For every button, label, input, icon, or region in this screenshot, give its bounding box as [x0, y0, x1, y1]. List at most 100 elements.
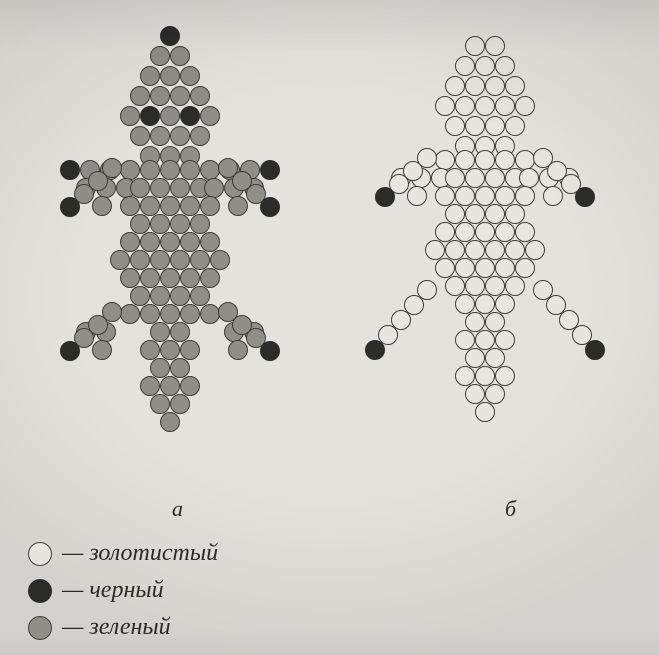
bead-gold	[495, 330, 515, 350]
bead-black	[260, 197, 280, 217]
bead-green	[180, 160, 200, 180]
bead-green	[180, 196, 200, 216]
bead-green	[160, 106, 180, 126]
bead-green	[120, 232, 140, 252]
bead-green	[160, 268, 180, 288]
bead-gold	[495, 294, 515, 314]
bead-green	[150, 322, 170, 342]
bead-green	[140, 268, 160, 288]
bead-green	[190, 126, 210, 146]
bead-gold	[475, 258, 495, 278]
bead-green	[200, 232, 220, 252]
legend-row-green: — зеленый	[28, 614, 218, 641]
bead-green	[200, 106, 220, 126]
bead-gold	[475, 186, 495, 206]
bead-green	[170, 126, 190, 146]
bead-green	[130, 214, 150, 234]
bead-black	[60, 197, 80, 217]
bead-gold	[485, 312, 505, 332]
bead-gold	[475, 330, 495, 350]
bead-gold	[515, 96, 535, 116]
bead-green	[150, 394, 170, 414]
bead-gold	[455, 330, 475, 350]
bead-gold	[445, 76, 465, 96]
bead-gold	[445, 204, 465, 224]
bead-green	[180, 340, 200, 360]
bead-green	[190, 214, 210, 234]
bead-gold	[455, 56, 475, 76]
bead-green	[130, 250, 150, 270]
bead-black	[365, 340, 385, 360]
bead-green	[228, 196, 248, 216]
bead-green	[160, 376, 180, 396]
bead-gold	[475, 402, 495, 422]
bead-gold	[435, 222, 455, 242]
bead-green	[180, 304, 200, 324]
bead-green	[150, 286, 170, 306]
bead-gold	[485, 168, 505, 188]
bead-green	[120, 304, 140, 324]
bead-gold	[525, 240, 545, 260]
bead-black	[585, 340, 605, 360]
bead-green	[170, 178, 190, 198]
bead-black	[260, 160, 280, 180]
legend-text-green: — зеленый	[62, 614, 171, 641]
bead-gold	[505, 204, 525, 224]
legend-text-black: — черный	[62, 577, 164, 604]
bead-gold	[465, 204, 485, 224]
bead-gold	[465, 168, 485, 188]
bead-green	[140, 66, 160, 86]
bead-gold	[485, 348, 505, 368]
bead-gold	[505, 276, 525, 296]
bead-gold	[505, 240, 525, 260]
legend-bead-black	[28, 579, 52, 603]
bead-green	[180, 376, 200, 396]
bead-gold	[485, 36, 505, 56]
bead-gold	[455, 366, 475, 386]
bead-green	[160, 160, 180, 180]
bead-green	[150, 358, 170, 378]
bead-gold	[465, 36, 485, 56]
bead-green	[150, 214, 170, 234]
bead-gold	[445, 240, 465, 260]
bead-black	[140, 106, 160, 126]
bead-gold	[495, 150, 515, 170]
bead-green	[200, 304, 220, 324]
bead-green	[170, 214, 190, 234]
bead-green	[180, 232, 200, 252]
figure-b-label: б	[505, 496, 516, 522]
bead-gold	[465, 240, 485, 260]
bead-gold	[435, 96, 455, 116]
bead-gold	[407, 186, 427, 206]
legend-row-gold: — золотистый	[28, 540, 218, 567]
bead-gold	[485, 240, 505, 260]
bead-green	[130, 286, 150, 306]
bead-gold	[455, 186, 475, 206]
bead-green	[140, 232, 160, 252]
bead-gold	[465, 312, 485, 332]
bead-green	[190, 250, 210, 270]
bead-green	[150, 126, 170, 146]
bead-gold	[495, 56, 515, 76]
bead-black	[575, 187, 595, 207]
bead-green	[130, 86, 150, 106]
bead-gold	[485, 76, 505, 96]
bead-green	[130, 178, 150, 198]
bead-gold	[435, 258, 455, 278]
bead-green	[150, 250, 170, 270]
bead-gold	[485, 276, 505, 296]
bead-gold	[475, 366, 495, 386]
bead-green	[180, 268, 200, 288]
bead-green	[92, 196, 112, 216]
bead-green	[140, 196, 160, 216]
legend-text-gold: — золотистый	[62, 540, 218, 567]
bead-gold	[475, 294, 495, 314]
bead-green	[160, 412, 180, 432]
bead-gold	[455, 294, 475, 314]
bead-green	[210, 250, 230, 270]
bead-gold	[505, 76, 525, 96]
bead-green	[200, 196, 220, 216]
bead-green	[140, 376, 160, 396]
figure-a-label: а	[172, 496, 183, 522]
bead-gold	[465, 276, 485, 296]
